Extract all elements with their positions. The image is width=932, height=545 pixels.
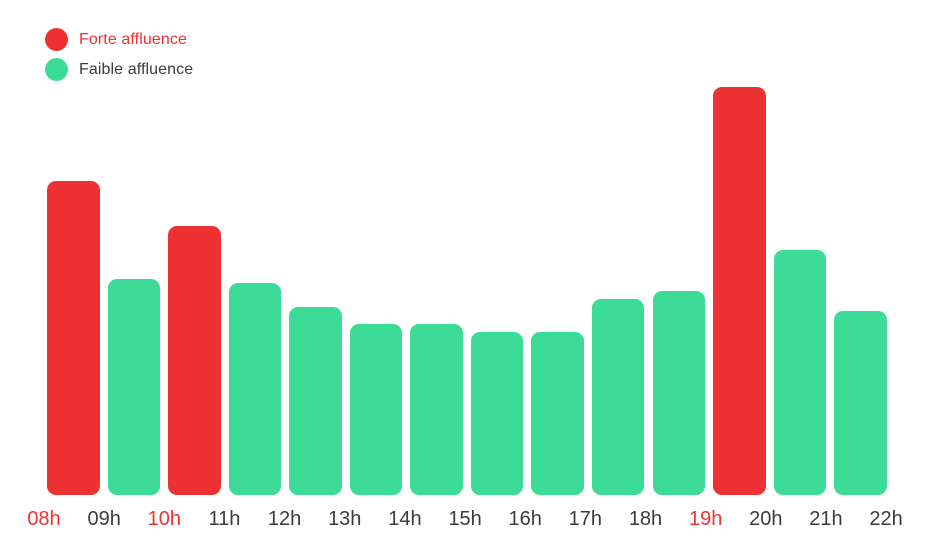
legend-dot-forte-icon xyxy=(45,28,68,51)
x-tick-13h: 13h xyxy=(328,508,362,530)
bar-08h[interactable] xyxy=(47,181,100,495)
x-tick-16h: 16h xyxy=(508,508,542,530)
x-tick-12h: 12h xyxy=(267,508,302,530)
legend-dot-faible-icon xyxy=(45,58,68,81)
x-tick-17h: 17h xyxy=(568,508,603,530)
x-tick-11h: 11h xyxy=(208,508,241,530)
bar-14h[interactable] xyxy=(410,324,463,495)
bar-16h[interactable] xyxy=(531,332,584,495)
x-tick-09h: 09h xyxy=(87,508,121,530)
bar-10h[interactable] xyxy=(168,226,221,495)
legend-label-faible: Faible affluence xyxy=(79,61,194,78)
bar-20h[interactable] xyxy=(773,250,827,495)
legend-label-forte: Forte affluence xyxy=(79,31,187,48)
x-tick-20h: 20h xyxy=(749,508,783,530)
x-tick-18h: 18h xyxy=(628,508,663,530)
x-tick-22h: 22h xyxy=(869,508,903,530)
x-tick-21h: 21h xyxy=(809,508,843,530)
x-tick-08h: 08h xyxy=(27,508,61,530)
bar-21h[interactable] xyxy=(834,311,887,495)
x-tick-15h: 15h xyxy=(448,508,482,530)
bar-19h[interactable] xyxy=(713,87,766,495)
bar-13h[interactable] xyxy=(349,324,403,495)
bar-11h[interactable] xyxy=(228,283,282,495)
chart-legend: Forte affluence Faible affluence xyxy=(45,28,193,81)
bar-15h[interactable] xyxy=(470,332,524,495)
bar-18h[interactable] xyxy=(652,291,705,495)
bar-12h[interactable] xyxy=(289,307,342,495)
x-tick-19h: 19h xyxy=(688,508,723,530)
legend-item-faible: Faible affluence xyxy=(45,58,193,81)
legend-item-forte: Forte affluence xyxy=(45,28,193,51)
bar-17h[interactable] xyxy=(591,299,645,495)
x-tick-14h: 14h xyxy=(388,508,422,530)
x-tick-10h: 10h xyxy=(147,508,181,530)
bar-09h[interactable] xyxy=(107,279,161,495)
